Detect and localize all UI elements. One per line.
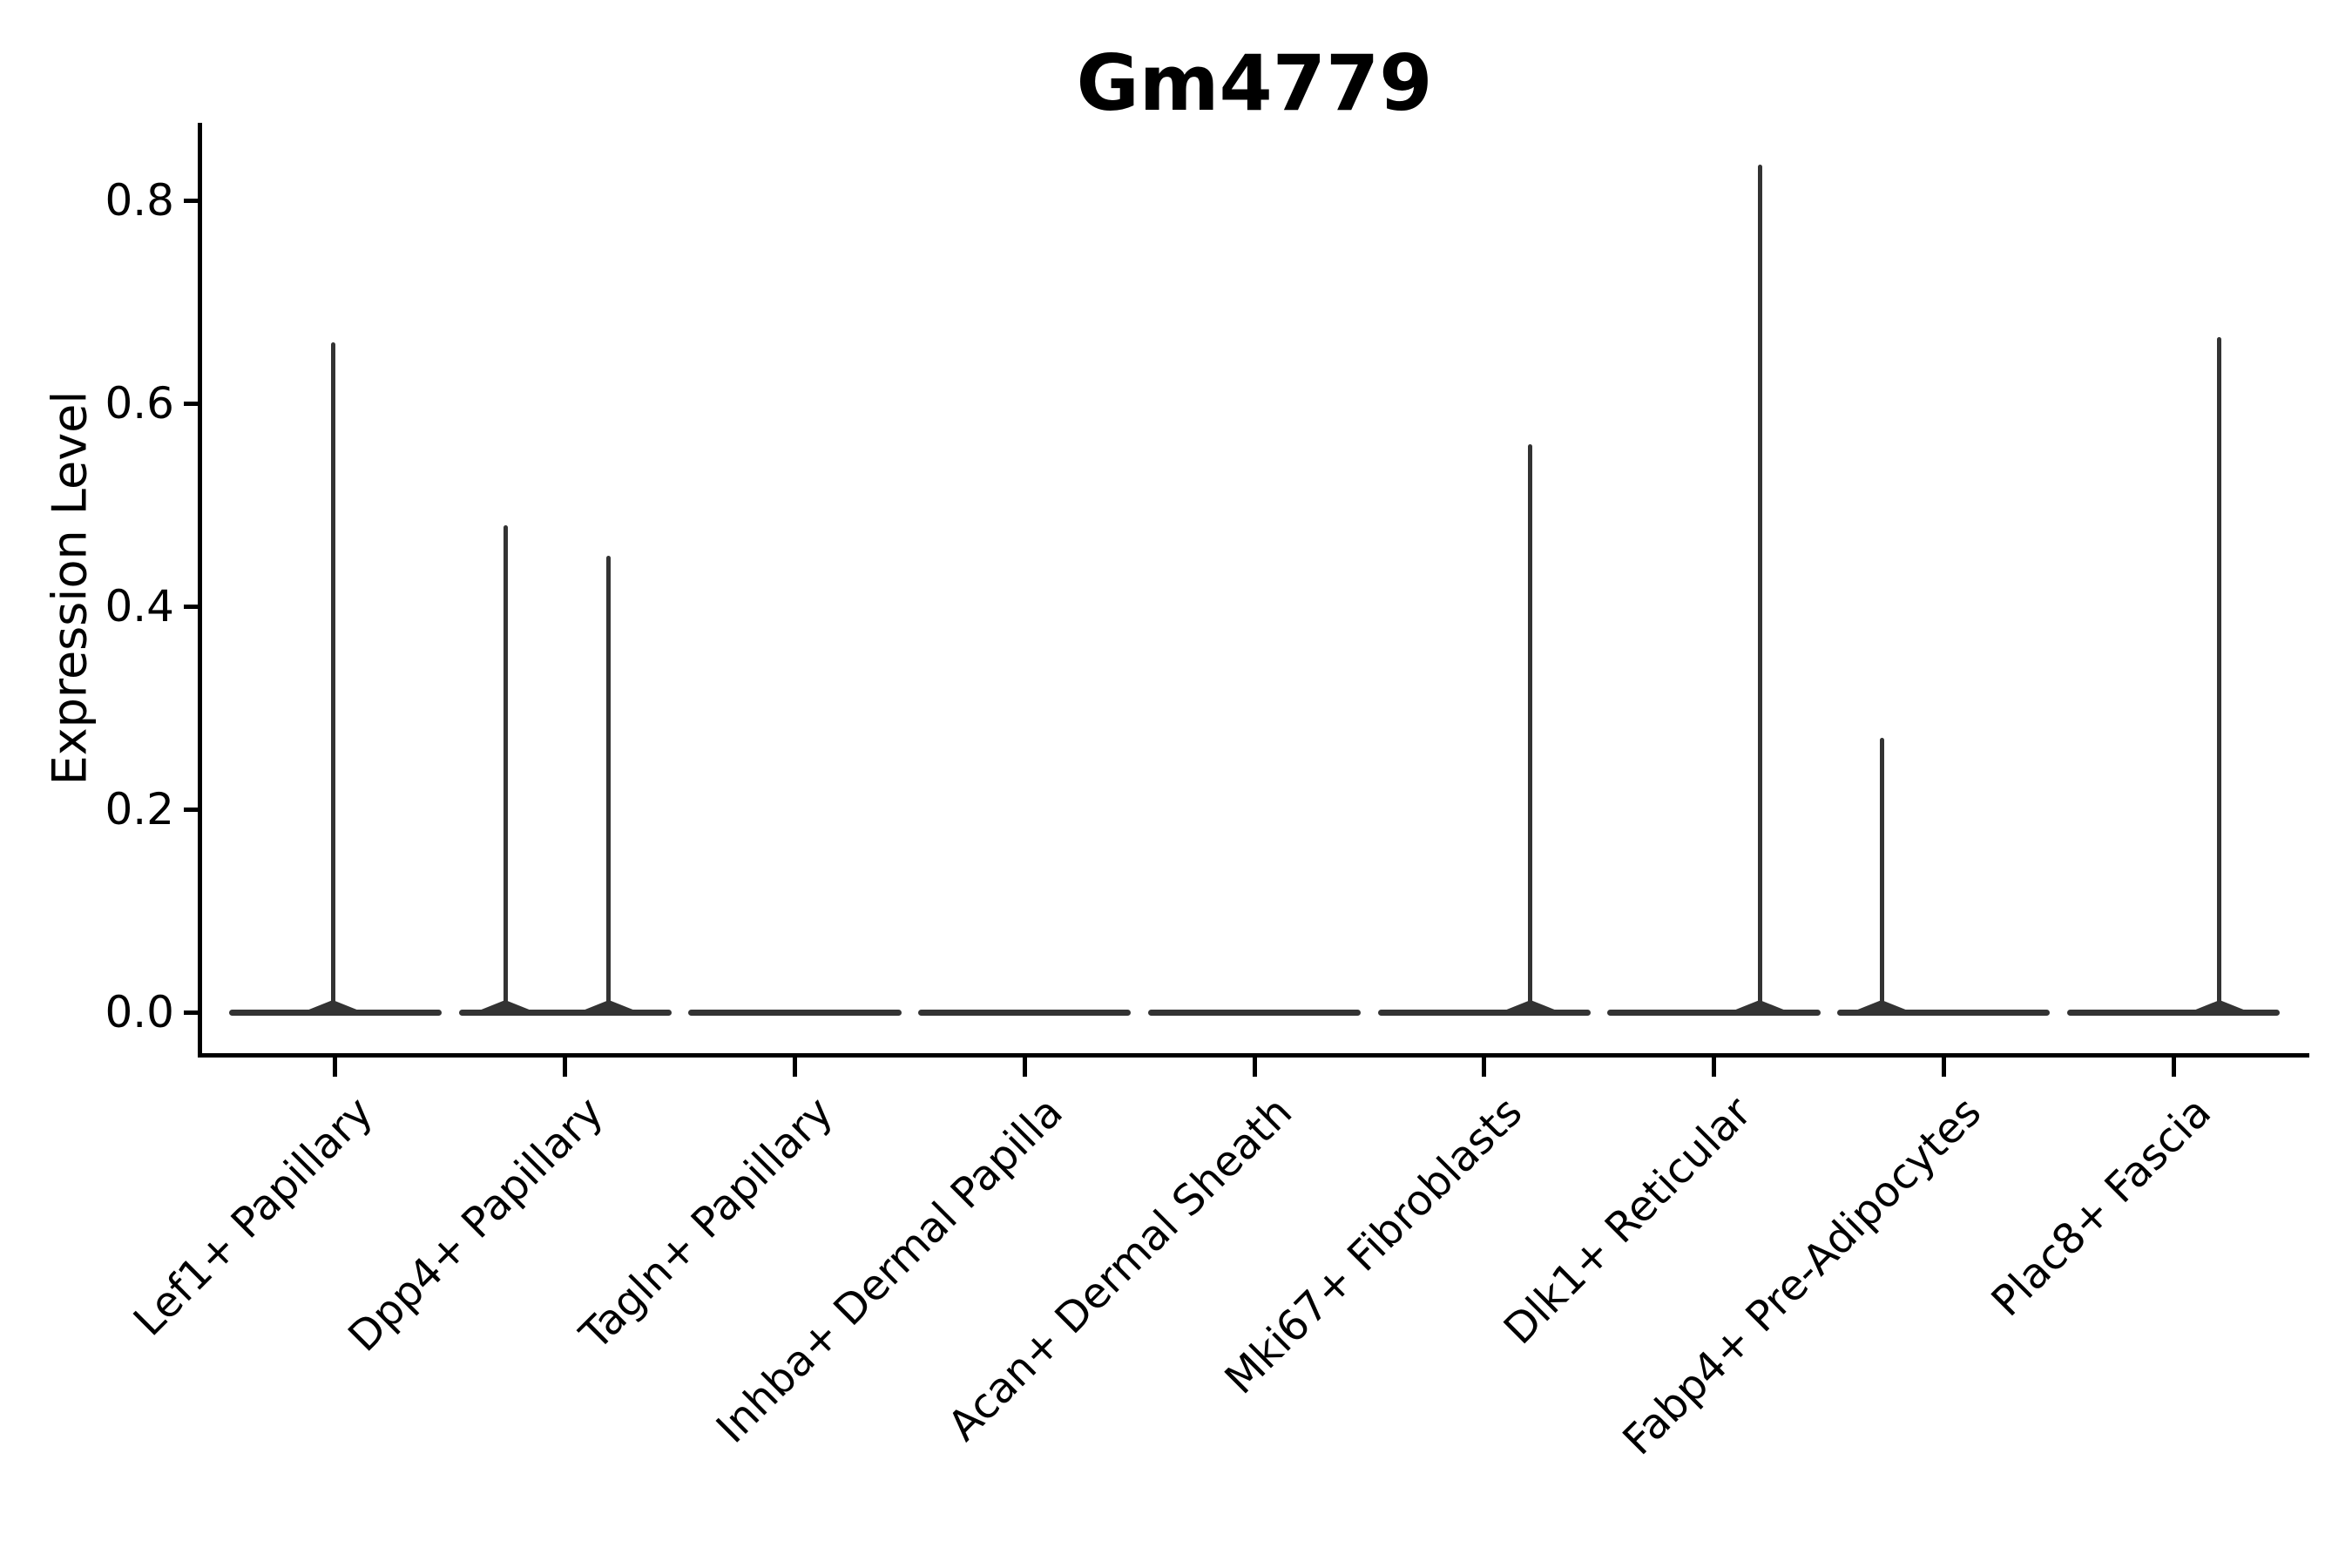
x-tick [1941,1058,1946,1077]
x-tick-label: Dpp4+ Papillary [338,1087,612,1362]
y-tick [184,401,198,406]
violin-baseline [1607,1009,1821,1016]
y-tick-label: 0.6 [105,378,174,429]
violin-spike [606,555,612,1016]
violin-baseline [918,1009,1132,1016]
violin-baseline [1147,1009,1362,1016]
violin-baseline [1837,1009,2051,1016]
violin-spike [503,524,508,1016]
y-tick-label: 0.0 [105,987,174,1038]
x-tick [1022,1058,1027,1077]
y-tick [184,1010,198,1015]
y-tick-label: 0.2 [105,784,174,835]
x-tick [1712,1058,1717,1077]
x-tick [2171,1058,2176,1077]
violin-spike [1757,165,1762,1016]
y-tick [184,604,198,609]
x-tick [563,1058,568,1077]
x-tick-label: Dlk1+ Reticular [1495,1087,1761,1355]
y-tick [184,807,198,812]
x-tick-label: Lef1+ Papillary [125,1087,383,1346]
x-axis-line [198,1053,2309,1058]
y-axis-line [198,123,202,1058]
violin-baseline [1377,1009,1591,1016]
x-tick-label: Tagln+ Papillary [570,1087,842,1360]
x-tick [792,1058,797,1077]
y-tick-label: 0.8 [105,175,174,226]
violin-baseline [228,1009,442,1016]
y-tick-label: 0.4 [105,581,174,632]
violin-spike [330,342,335,1016]
x-tick [333,1058,338,1077]
x-tick-label: Plac8+ Fascia [1982,1087,2221,1327]
violin-baseline [458,1009,672,1016]
violin-spike [1528,443,1533,1016]
chart-title: Gm4779 [1076,38,1433,128]
violin-spike [1879,738,1884,1016]
violin-spike [2217,337,2222,1016]
violin-baseline [2066,1009,2281,1016]
x-tick [1252,1058,1257,1077]
violin-baseline [688,1009,902,1016]
x-tick [1482,1058,1487,1077]
y-tick [184,198,198,203]
